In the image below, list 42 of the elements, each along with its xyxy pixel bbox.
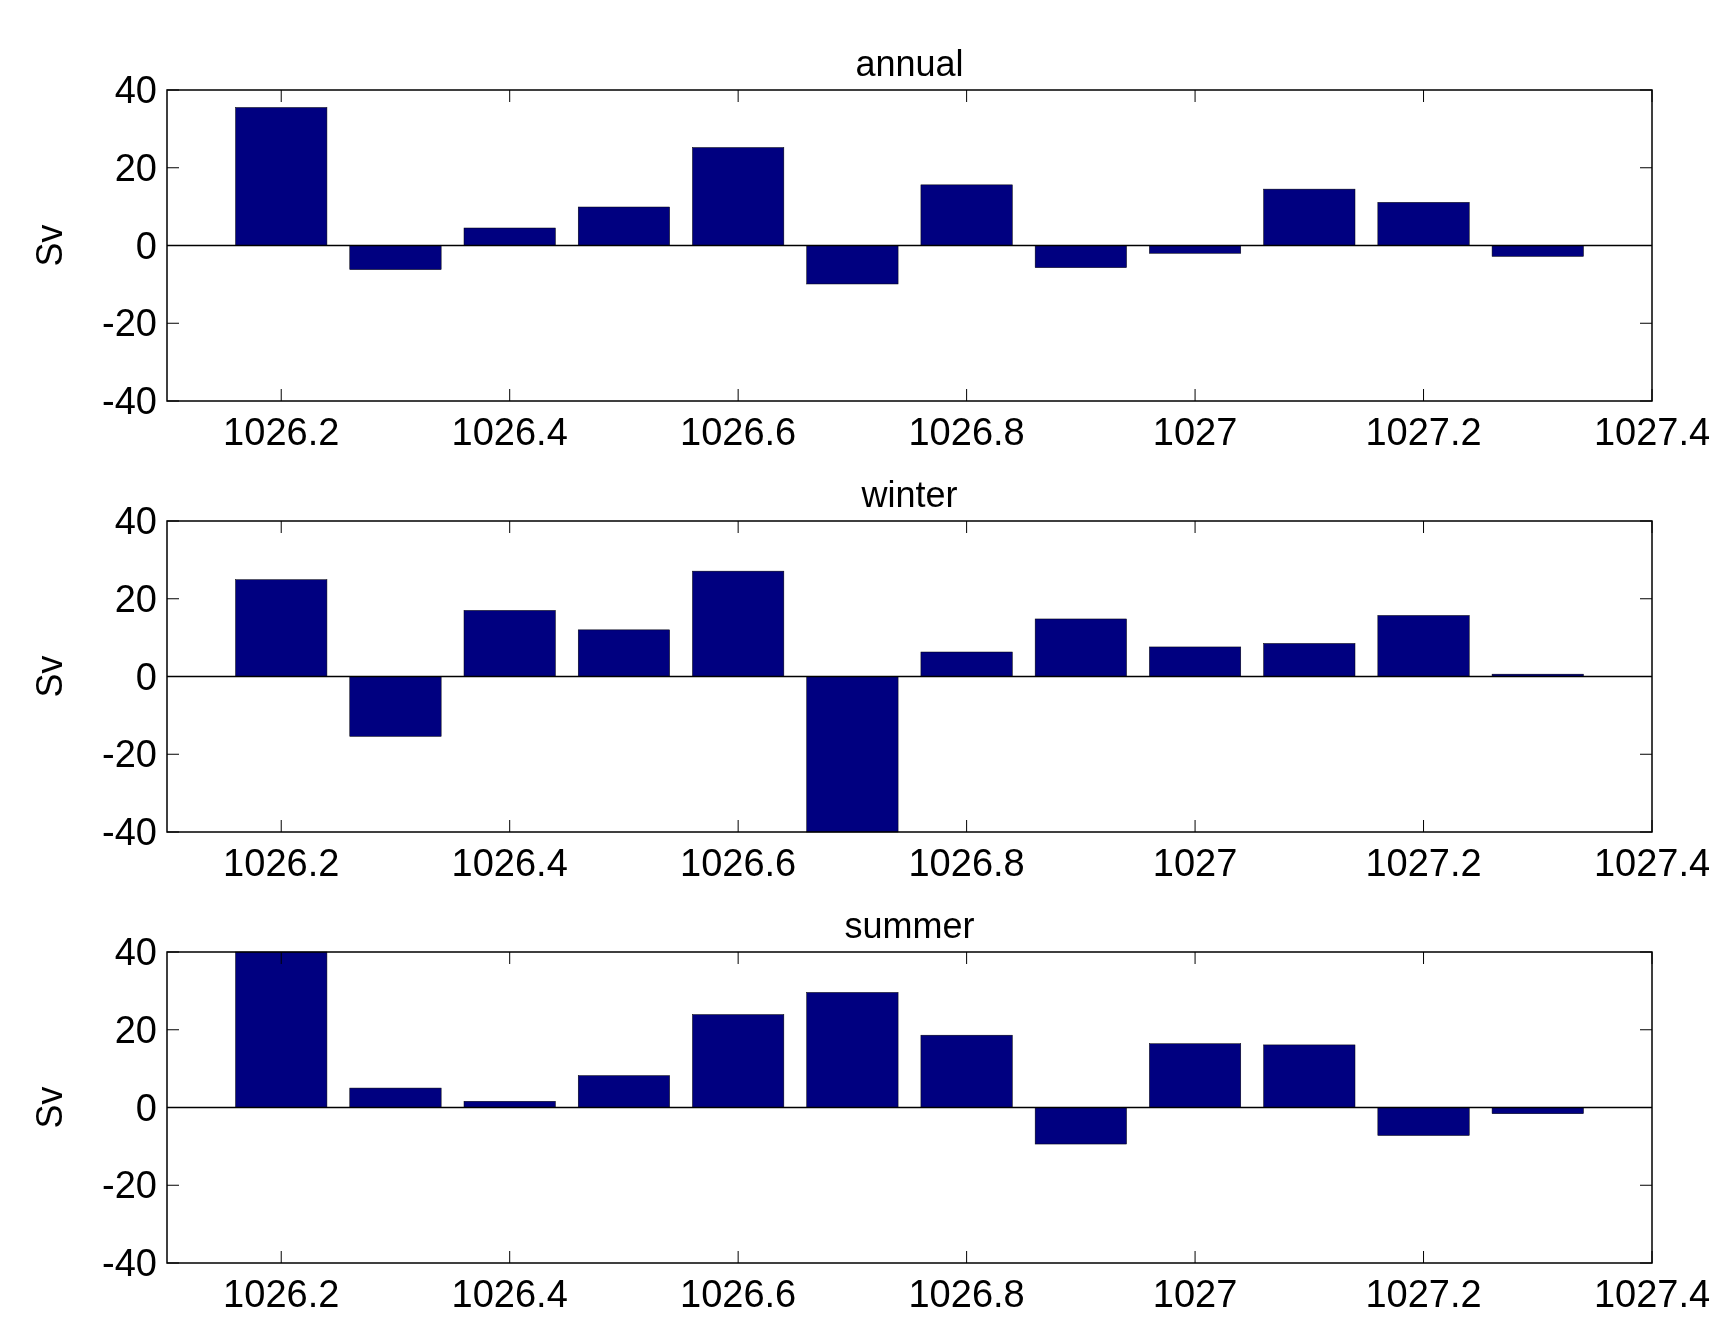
chart-title: winter: [860, 474, 958, 515]
x-tick-label: 1027.2: [1365, 411, 1482, 453]
y-tick-label: -40: [102, 380, 157, 422]
x-tick-label: 1027.4: [1593, 842, 1711, 884]
y-axis-title: Sv: [29, 655, 70, 698]
y-tick-label: -20: [102, 733, 157, 776]
x-tick-label: 1026.2: [223, 1273, 340, 1315]
y-tick-label: 20: [114, 577, 157, 620]
x-tick-label: 1027: [1152, 842, 1238, 884]
x-tick-label: 1026.2: [223, 411, 340, 453]
y-tick-label: 40: [114, 931, 157, 973]
y-tick-label: -20: [102, 302, 157, 345]
y-tick-label: 40: [114, 500, 157, 542]
chart-title: annual: [855, 43, 964, 84]
x-tick-label: 1026.8: [908, 842, 1025, 884]
y-tick-label: 20: [114, 146, 157, 189]
x-tick-label: 1026.8: [908, 411, 1025, 453]
y-tick-label: -20: [102, 1164, 157, 1207]
x-tick-label: 1026.8: [908, 1273, 1025, 1315]
x-tick-label: 1027.2: [1365, 842, 1482, 884]
x-tick-label: 1027.4: [1593, 1273, 1711, 1315]
y-tick-label: -40: [102, 811, 157, 853]
y-tick-label: -40: [102, 1242, 157, 1284]
x-tick-label: 1027.4: [1593, 411, 1711, 453]
y-axis-title: Sv: [29, 1086, 70, 1129]
y-tick-label: 20: [114, 1008, 157, 1051]
x-tick-label: 1026.2: [223, 842, 340, 884]
y-tick-label: 40: [114, 69, 157, 111]
x-tick-label: 1027: [1152, 411, 1238, 453]
x-tick-label: 1026.6: [680, 411, 797, 453]
y-tick-label: 0: [135, 655, 157, 698]
x-tick-label: 1026.4: [451, 1273, 568, 1315]
x-tick-label: 1026.6: [680, 842, 797, 884]
x-tick-label: 1026.4: [451, 842, 568, 884]
chart-title: summer: [844, 905, 975, 946]
x-tick-label: 1027: [1152, 1273, 1238, 1315]
y-tick-label: 0: [135, 224, 157, 267]
x-tick-label: 1026.4: [451, 411, 568, 453]
x-tick-label: 1026.6: [680, 1273, 797, 1315]
x-tick-label: 1027.2: [1365, 1273, 1482, 1315]
y-axis-title: Sv: [29, 224, 70, 267]
y-tick-label: 0: [135, 1086, 157, 1129]
